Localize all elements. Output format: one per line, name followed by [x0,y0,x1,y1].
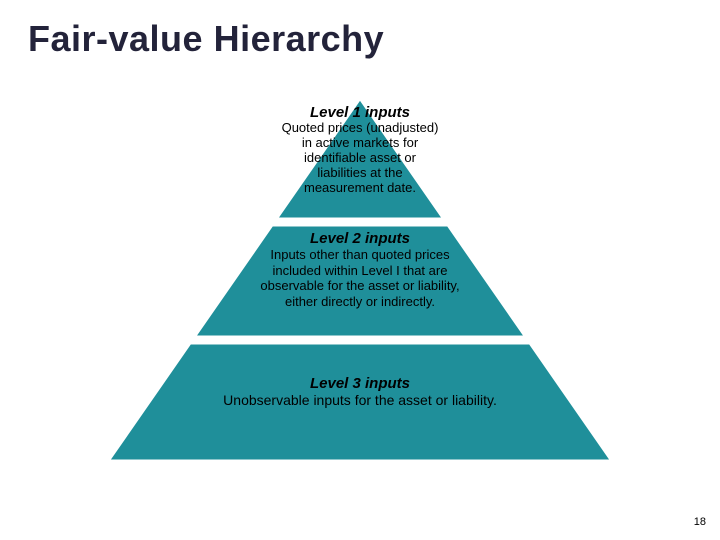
level-2-block: Level 2 inputs Inputs other than quoted … [110,230,610,310]
level-2-header: Level 2 inputs [110,230,610,247]
level-3-body: Unobservable inputs for the asset or lia… [110,392,610,409]
pyramid-diagram: Level 1 inputs Quoted prices (unadjusted… [110,100,610,480]
page-title: Fair-value Hierarchy [28,18,384,60]
level-1-header: Level 1 inputs [110,104,610,121]
level-1-body: Quoted prices (unadjusted)in active mark… [110,121,610,196]
level-1-block: Level 1 inputs Quoted prices (unadjusted… [110,104,610,196]
level-2-body: Inputs other than quoted pricesincluded … [110,247,610,309]
level-3-block: Level 3 inputs Unobservable inputs for t… [110,375,610,409]
level-3-header: Level 3 inputs [110,375,610,392]
page-number: 18 [694,516,706,528]
